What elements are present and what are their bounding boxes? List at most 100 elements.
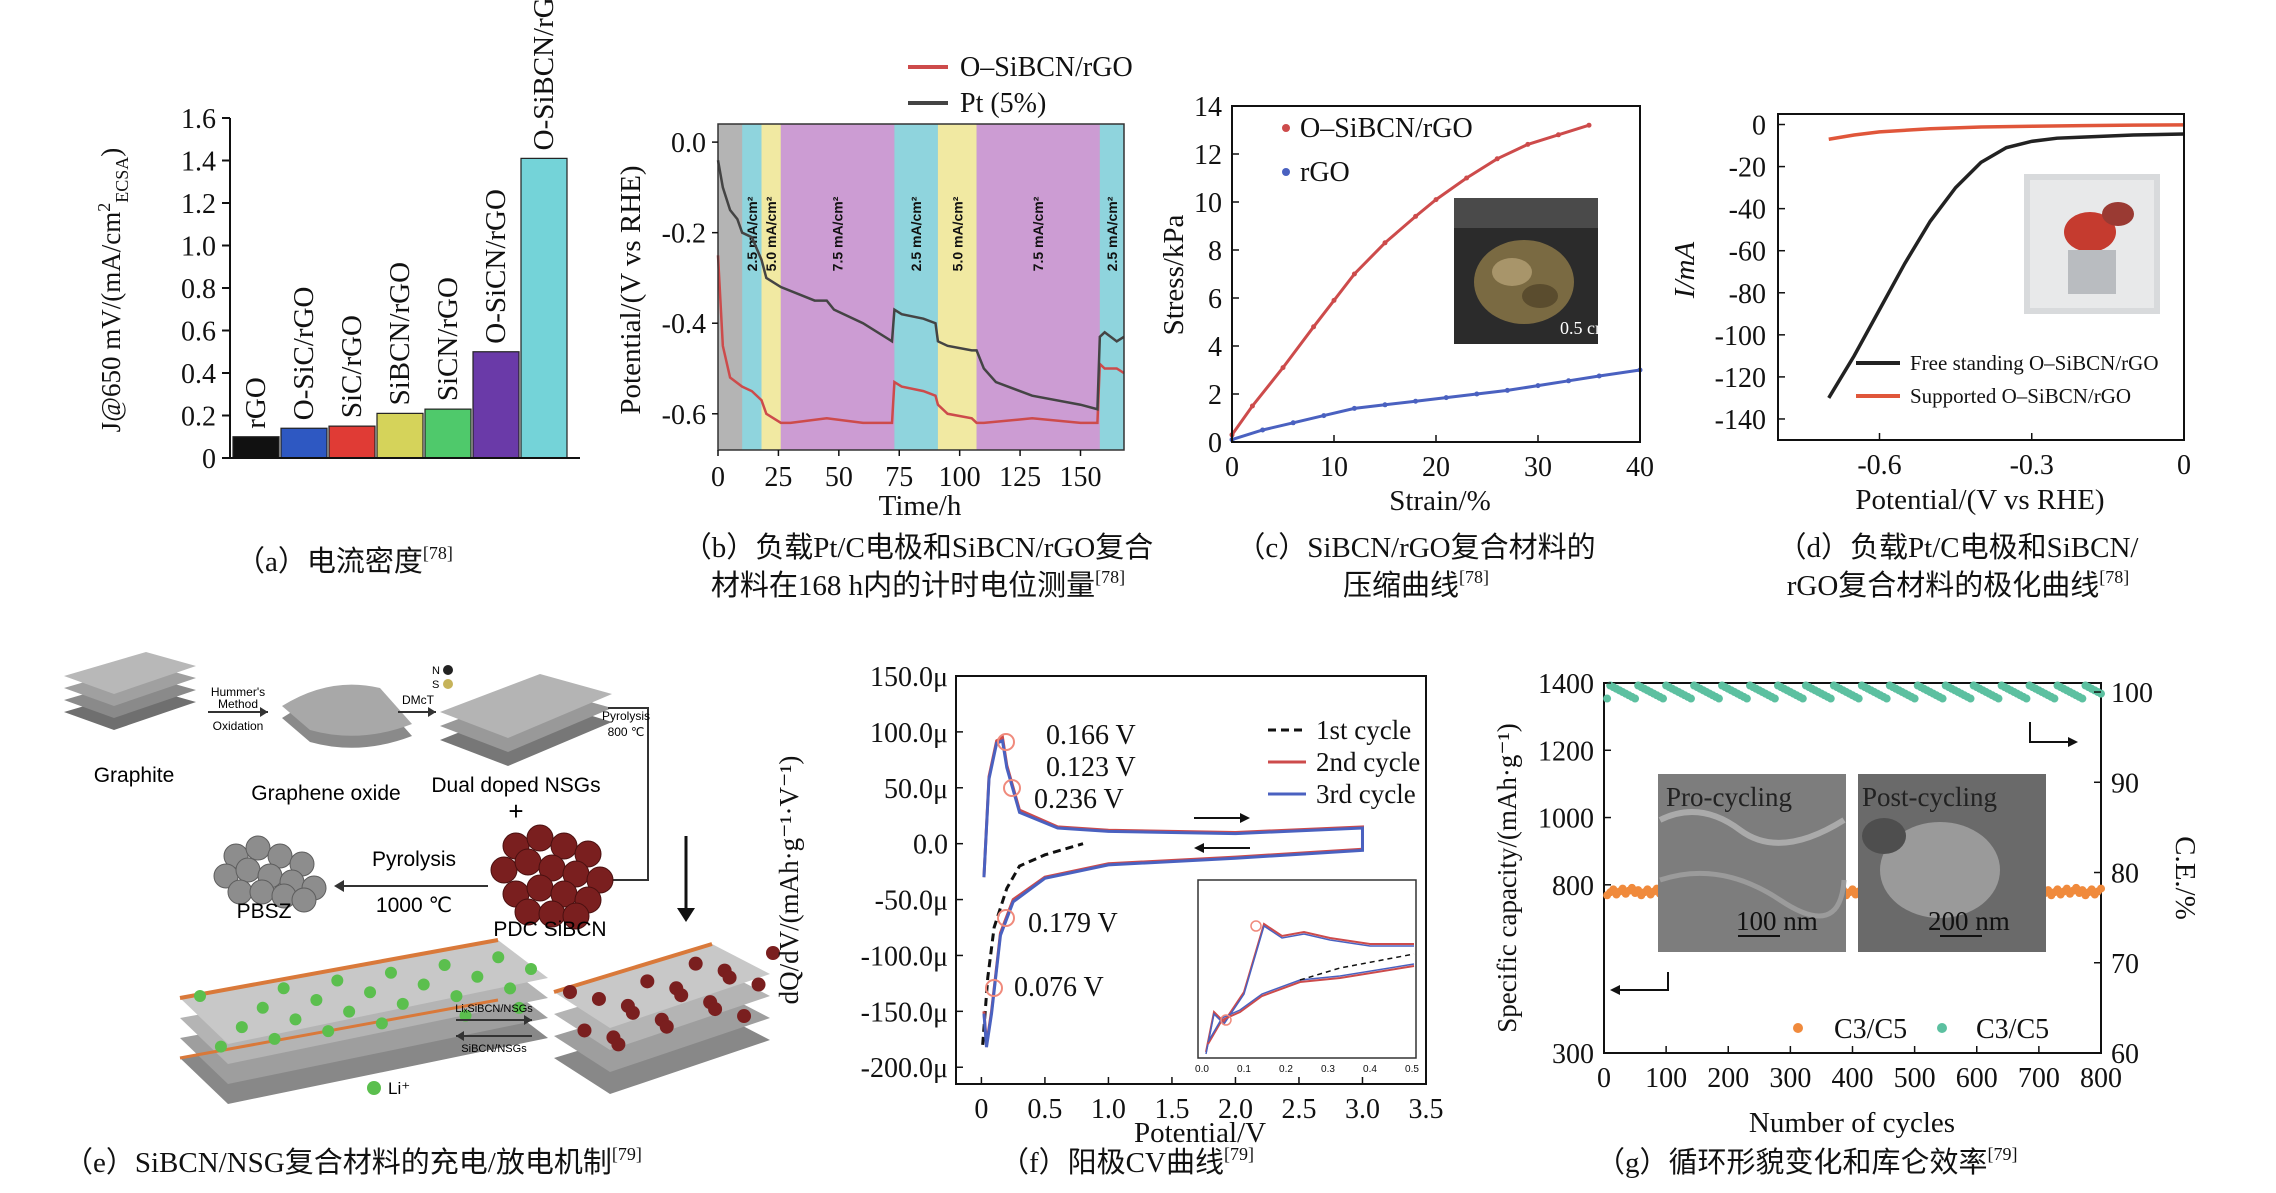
panel-d-xlabel: Potential/(V vs RHE): [1855, 484, 2104, 516]
panel-d-ytick-2: -40: [1729, 195, 1766, 226]
lix-dot-23: [525, 963, 537, 975]
panel-d-caption-1: （d）负载Pt/C电极和SiBCN/: [1778, 531, 2140, 564]
sibcn-dot-17: [737, 1009, 752, 1024]
panel-e-caption: （e）SiBCN/NSG复合材料的充电/放电机制[79]: [64, 1144, 642, 1179]
panel-a-caption: （a）电流密度[78]: [236, 543, 453, 578]
panel-c-point-0-5: [1351, 271, 1357, 277]
label-temp: 1000 ℃: [376, 894, 452, 917]
sibcn-dot-5: [611, 1037, 626, 1052]
panel-c-point-1-5: [1382, 402, 1388, 408]
panel-c-xtick-2: 20: [1422, 452, 1450, 483]
lix-dot-5: [268, 1032, 281, 1045]
panel-f-legend-2: 2nd cycle: [1316, 747, 1420, 777]
panel-b-region-label-5: 7.5 mA/cm²: [1030, 196, 1046, 271]
lix-dot-21: [513, 1001, 526, 1014]
panel-f-legend-3: 3rd cycle: [1316, 779, 1416, 809]
panel-b-legend-2: Pt (5%): [960, 88, 1046, 119]
panel-g-ce-point-81: [1854, 694, 1863, 703]
panel-g-ytick-right-3: 90: [2111, 768, 2139, 799]
panel-c-point-1-12: [1596, 373, 1602, 379]
panel-f-inset-xtick-4: 0.4: [1363, 1064, 1377, 1075]
lix-dot-11: [364, 986, 377, 999]
panel-a-category-6: O-SiBCN/rGO: [528, 0, 560, 150]
panel-c-inset-label: 0.5 cm: [1560, 318, 1609, 338]
panel-b-region-2: [780, 124, 895, 450]
panel-c-xtick-4: 40: [1626, 452, 1654, 483]
panel-f-xtick-2: 1.0: [1091, 1094, 1126, 1125]
panel-g-xtick-6: 600: [1956, 1063, 1998, 1094]
panel-g-ce-point-144: [2050, 694, 2059, 703]
panel-c-point-0-8: [1433, 197, 1439, 203]
panel-f-xlabel: Potential/V: [1134, 1117, 1266, 1149]
panel-f-ytick-4: -50.0μ: [875, 886, 948, 917]
panel-f-inset-xticks: 0.0 0.1 0.2 0.3 0.4 0.5: [1195, 1064, 1419, 1075]
panel-f-legend-1: 1st cycle: [1316, 715, 1411, 745]
sibcn-dot-6: [625, 1005, 640, 1020]
panel-f-xticks: 0 0.5 1.0 1.5 2.0 2.5 3.0 3.5: [974, 1077, 1444, 1125]
panel-f: 0 0.5 1.0 1.5 2.0 2.5 3.0 3.5 150.0μ 100.0μ 50.0μ…: [774, 662, 1444, 1179]
panel-b-caption-2: 材料在168 h内的计时电位测量[78]: [711, 567, 1125, 602]
lix-dot-8: [331, 974, 344, 987]
panel-c-legend-1: O–SiBCN/rGO: [1300, 113, 1473, 144]
panel-d: -0.6 -0.3 0 0 -20 -40 -60 -80 -100 -120 -140 I/mA…: [1669, 111, 2191, 602]
panel-a: 0 0.2 0.4 0.6 0.8 1.0 1.2 1.4 1.6 rGO O-SiC/rGO Si…: [94, 0, 580, 578]
panel-a-bar-1: [280, 427, 328, 459]
panel-c-ytick-5: 10: [1194, 188, 1222, 219]
panel-f-inset-xtick-5: 0.5: [1405, 1064, 1419, 1075]
panel-e: Graphite Hummer's Method Oxidation Graph…: [64, 652, 780, 1179]
sibcn-dot-18: [751, 977, 766, 992]
panel-c-ytick-0: 0: [1208, 428, 1222, 459]
panel-d-ytick-3: -60: [1729, 237, 1766, 268]
sibcn-dot-7: [640, 974, 655, 989]
label-dmct: DMcT: [402, 693, 435, 707]
panel-d-xticks: -0.6 -0.3 0: [1857, 433, 2191, 481]
sibcn-dot-12: [688, 956, 703, 971]
panel-a-category-labels: rGO O-SiC/rGO SiC/rGO SiBCN/rGO SiCN/rGO O-Si…: [240, 0, 560, 429]
panel-f-inset-xtick-1: 0.1: [1237, 1064, 1251, 1075]
panel-b-xtick-5: 125: [999, 462, 1041, 493]
sibcn-dot-19: [766, 946, 780, 960]
panel-a-bar-2: [328, 425, 376, 459]
pdc-sibcn-particles: [490, 824, 614, 930]
lix-dot-4: [277, 982, 290, 995]
panel-b-region-1: [761, 124, 781, 450]
panel-g-ce-point-27: [1686, 694, 1695, 703]
panel-g-ce-point-99: [1910, 694, 1919, 703]
lix-dot-20: [492, 951, 505, 964]
panel-c-point-0-13: [1586, 122, 1592, 128]
lix-dot-19: [471, 970, 484, 983]
panel-g-ce-point-153: [2078, 694, 2087, 703]
panel-a-category-4: SiCN/rGO: [432, 277, 464, 401]
label-sibcn-nsgs: SiBCN/NSGs: [461, 1043, 527, 1055]
dual-doped-sheets: [440, 674, 612, 766]
panel-f-ytick-3: 0.0: [913, 830, 948, 861]
panel-b-region-label-2: 7.5 mA/cm²: [830, 196, 846, 271]
panel-c-point-1-3: [1321, 413, 1327, 419]
panel-c-point-1-1: [1260, 427, 1266, 433]
label-hummers: Hummer's: [211, 685, 265, 699]
panel-b-ytick-3: -0.6: [662, 400, 706, 431]
panel-f-inset: 0.0 0.1 0.2 0.3 0.4 0.5: [1195, 879, 1419, 1075]
label-graphene-oxide: Graphene oxide: [251, 782, 400, 805]
panel-c-point-0-4: [1331, 297, 1337, 303]
sibcn-dot-10: [659, 1019, 674, 1034]
panel-f-xtick-1: 0.5: [1027, 1094, 1062, 1125]
panel-a-bar-6: [520, 157, 568, 459]
panel-c-xtick-0: 0: [1225, 452, 1239, 483]
panel-d-legend: Free standing O–SiBCN/rGO Supported O–Si…: [1856, 351, 2159, 408]
panel-c-xticks: 0 10 20 30 40: [1225, 435, 1654, 483]
lix-dot-18: [450, 990, 463, 1003]
panel-g-yticks-right: 60 70 80 90 100: [2094, 678, 2153, 1070]
panel-d-ytick-1: -20: [1729, 153, 1766, 184]
panel-c-ytick-6: 12: [1194, 140, 1222, 171]
lix-dot-0: [194, 990, 206, 1002]
panel-g-ytick-0: 300: [1552, 1039, 1594, 1070]
panel-c-point-0-1: [1249, 403, 1255, 409]
panel-c-xtick-3: 30: [1524, 452, 1552, 483]
panel-g-ylabel-right: C.E./%: [2169, 836, 2201, 920]
panel-c-point-1-9: [1504, 387, 1510, 393]
panel-c-ytick-7: 14: [1194, 92, 1222, 123]
panel-b-region-3: [894, 124, 938, 450]
panel-c-point-0-10: [1494, 156, 1500, 162]
pbsz-particle-1: [245, 835, 271, 861]
